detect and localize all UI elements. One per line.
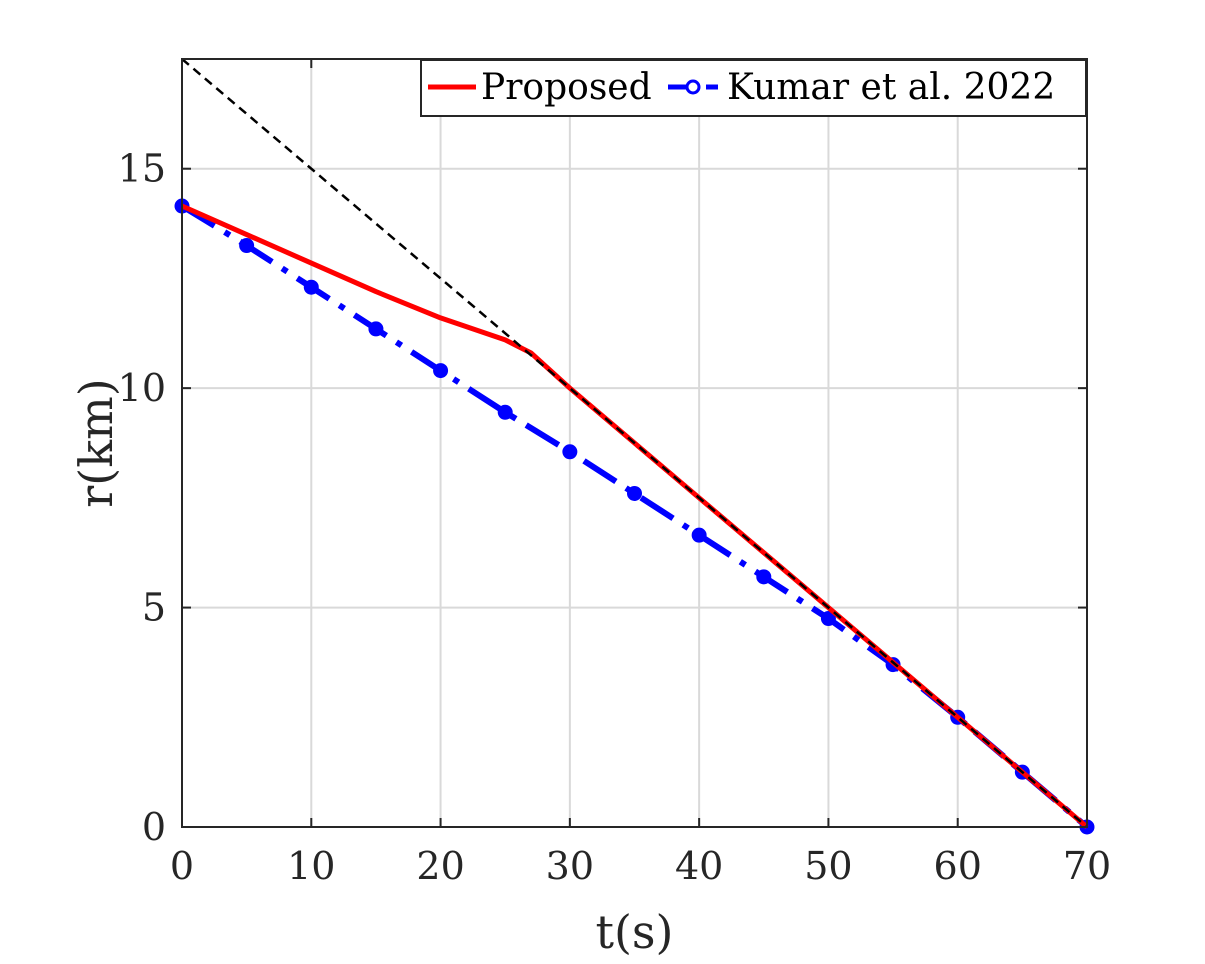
x-tick-label: 30 [546, 844, 594, 888]
x-tick-label: 50 [804, 844, 852, 888]
legend-box [420, 59, 1087, 117]
x-tick-label: 60 [934, 844, 982, 888]
x-tick-label: 70 [1063, 844, 1111, 888]
data-point-kumar [497, 404, 513, 420]
plot-series [174, 58, 1095, 835]
axis-ticks: 0 10 20 30 40 50 60 70 0 5 10 15 [118, 59, 1111, 888]
legend: Proposed Kumar et al. 2022 [420, 59, 1087, 117]
y-tick-label: 10 [118, 366, 166, 410]
data-point-kumar [239, 238, 255, 254]
y-axis-title: r(km) [69, 378, 123, 507]
series-line-kumar [180, 203, 1089, 830]
x-axis-title: t(s) [596, 905, 674, 959]
y-tick-label: 15 [118, 147, 166, 191]
data-point-kumar [756, 569, 772, 585]
series-line-proposed [180, 203, 1089, 829]
x-tick-label: 10 [287, 844, 335, 888]
reference-line-dashed [181, 58, 1088, 828]
data-point-kumar [368, 321, 384, 337]
y-tick-label: 5 [142, 586, 166, 630]
x-tick-label: 40 [675, 844, 723, 888]
data-point-kumar [691, 527, 707, 543]
x-tick-label: 0 [170, 844, 194, 888]
data-point-kumar [303, 279, 319, 295]
legend-marker-kumar [685, 79, 701, 95]
data-point-kumar [562, 444, 578, 460]
legend-label-kumar: Kumar et al. 2022 [727, 67, 1055, 108]
legend-label-proposed: Proposed [481, 67, 652, 108]
x-tick-label: 20 [416, 844, 464, 888]
data-point-kumar [627, 485, 642, 501]
y-tick-label: 0 [142, 805, 166, 849]
data-point-kumar [820, 611, 836, 627]
data-point-kumar [433, 363, 449, 379]
